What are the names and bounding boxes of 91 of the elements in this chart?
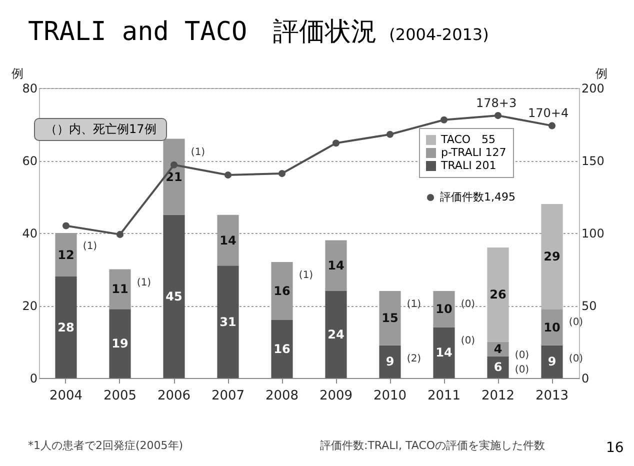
legend-label: TRALI 201 <box>440 159 496 172</box>
annotation: (2) <box>406 353 422 364</box>
point <box>224 171 232 179</box>
bar <box>55 276 77 378</box>
data-label: 28 <box>58 320 74 334</box>
x-tick-label: 2006 <box>157 388 191 404</box>
point <box>548 122 556 130</box>
y2-tick-label: 200 <box>582 82 604 96</box>
data-label: 31 <box>220 314 236 329</box>
chart-subtitle: (2004-2013) <box>389 25 489 44</box>
data-label: 24 <box>328 328 344 342</box>
bar <box>433 327 455 378</box>
x-tick-label: 2012 <box>481 388 515 404</box>
y-tick-label: 0 <box>30 372 38 386</box>
x-tick-label: 2011 <box>427 388 461 404</box>
annotation: (0) <box>568 317 584 328</box>
annotation: 178+3 <box>476 96 517 110</box>
y-axis-title: 例 <box>12 66 24 80</box>
annotation: (0) <box>460 299 476 310</box>
data-label: 14 <box>328 258 344 273</box>
point <box>494 112 502 120</box>
y-tick-label: 60 <box>22 154 38 168</box>
legend-label: p-TRALI 127 <box>441 146 506 159</box>
text: 評価件数:TRALI, TACOの評価を実施した件数 <box>320 438 546 453</box>
x-tick-label: 2008 <box>265 388 299 404</box>
y2-tick-label: 150 <box>582 154 604 168</box>
annotation: (0) <box>514 364 530 376</box>
data-label: 45 <box>166 289 182 304</box>
bar <box>325 291 347 378</box>
y2-tick-label: 100 <box>582 226 604 240</box>
bar <box>325 240 347 291</box>
annotation: (1) <box>406 299 422 310</box>
data-label: 10 <box>544 320 560 334</box>
x-tick-label: 2004 <box>49 388 83 404</box>
data-label: 4 <box>494 342 502 356</box>
annotation: (0) <box>568 353 584 364</box>
data-label: 14 <box>220 233 236 248</box>
data-label: 6 <box>494 360 502 374</box>
annotation: （）内、死亡例17例 <box>34 118 168 141</box>
bar <box>217 266 239 378</box>
annotation: (1) <box>136 277 152 288</box>
legend-label: 評価件数1,495 <box>440 190 516 204</box>
x-tick-label: 2007 <box>211 388 245 404</box>
point <box>386 130 394 138</box>
bar <box>487 356 509 378</box>
annotation: (1) <box>82 241 98 252</box>
y-tick-label: 80 <box>22 82 38 96</box>
bar <box>271 320 293 378</box>
point <box>278 170 286 178</box>
data-label: 19 <box>112 336 128 351</box>
bar <box>109 309 131 378</box>
data-label: 9 <box>386 354 394 369</box>
bar <box>163 214 185 378</box>
data-label: 26 <box>490 288 506 302</box>
point <box>170 161 178 168</box>
data-label: 14 <box>436 346 452 360</box>
y-tick-label: 40 <box>22 226 38 240</box>
data-label: 12 <box>58 248 74 262</box>
bar <box>379 345 401 378</box>
data-label: 10 <box>436 302 452 316</box>
point <box>116 230 124 238</box>
data-label: 11 <box>112 282 128 296</box>
annotation: (1) <box>190 146 206 158</box>
y2-tick-label: 0 <box>582 372 590 386</box>
annotation: 170+4 <box>528 106 569 120</box>
data-label: 15 <box>382 311 398 326</box>
annotation: (0) <box>514 350 530 361</box>
data-label: 16 <box>274 342 290 356</box>
point <box>332 140 340 147</box>
y2-axis-title: 例 <box>596 66 608 80</box>
text: *1人の患者で2回発症(2005年) <box>28 438 184 453</box>
y2-tick-label: 50 <box>582 299 597 313</box>
x-tick-label: 2013 <box>535 388 569 404</box>
y-tick-label: 20 <box>22 299 38 313</box>
point <box>62 222 70 230</box>
bar <box>487 248 509 342</box>
bar <box>541 204 563 310</box>
bar <box>541 309 563 346</box>
legend-label: TACO 55 <box>440 133 496 146</box>
data-label: 29 <box>544 250 560 264</box>
x-tick-label: 2009 <box>319 388 353 404</box>
chart-title: TRALI and TACO 評価状況 <box>28 17 378 47</box>
annotation: (0) <box>460 335 476 346</box>
data-label: 9 <box>548 354 556 369</box>
annotation: (1) <box>298 270 314 281</box>
bar <box>541 345 563 378</box>
data-label: 16 <box>274 284 290 298</box>
x-tick-label: 2010 <box>373 388 407 404</box>
text: 16 <box>606 440 624 456</box>
x-tick-label: 2005 <box>103 388 137 404</box>
point <box>440 116 448 124</box>
